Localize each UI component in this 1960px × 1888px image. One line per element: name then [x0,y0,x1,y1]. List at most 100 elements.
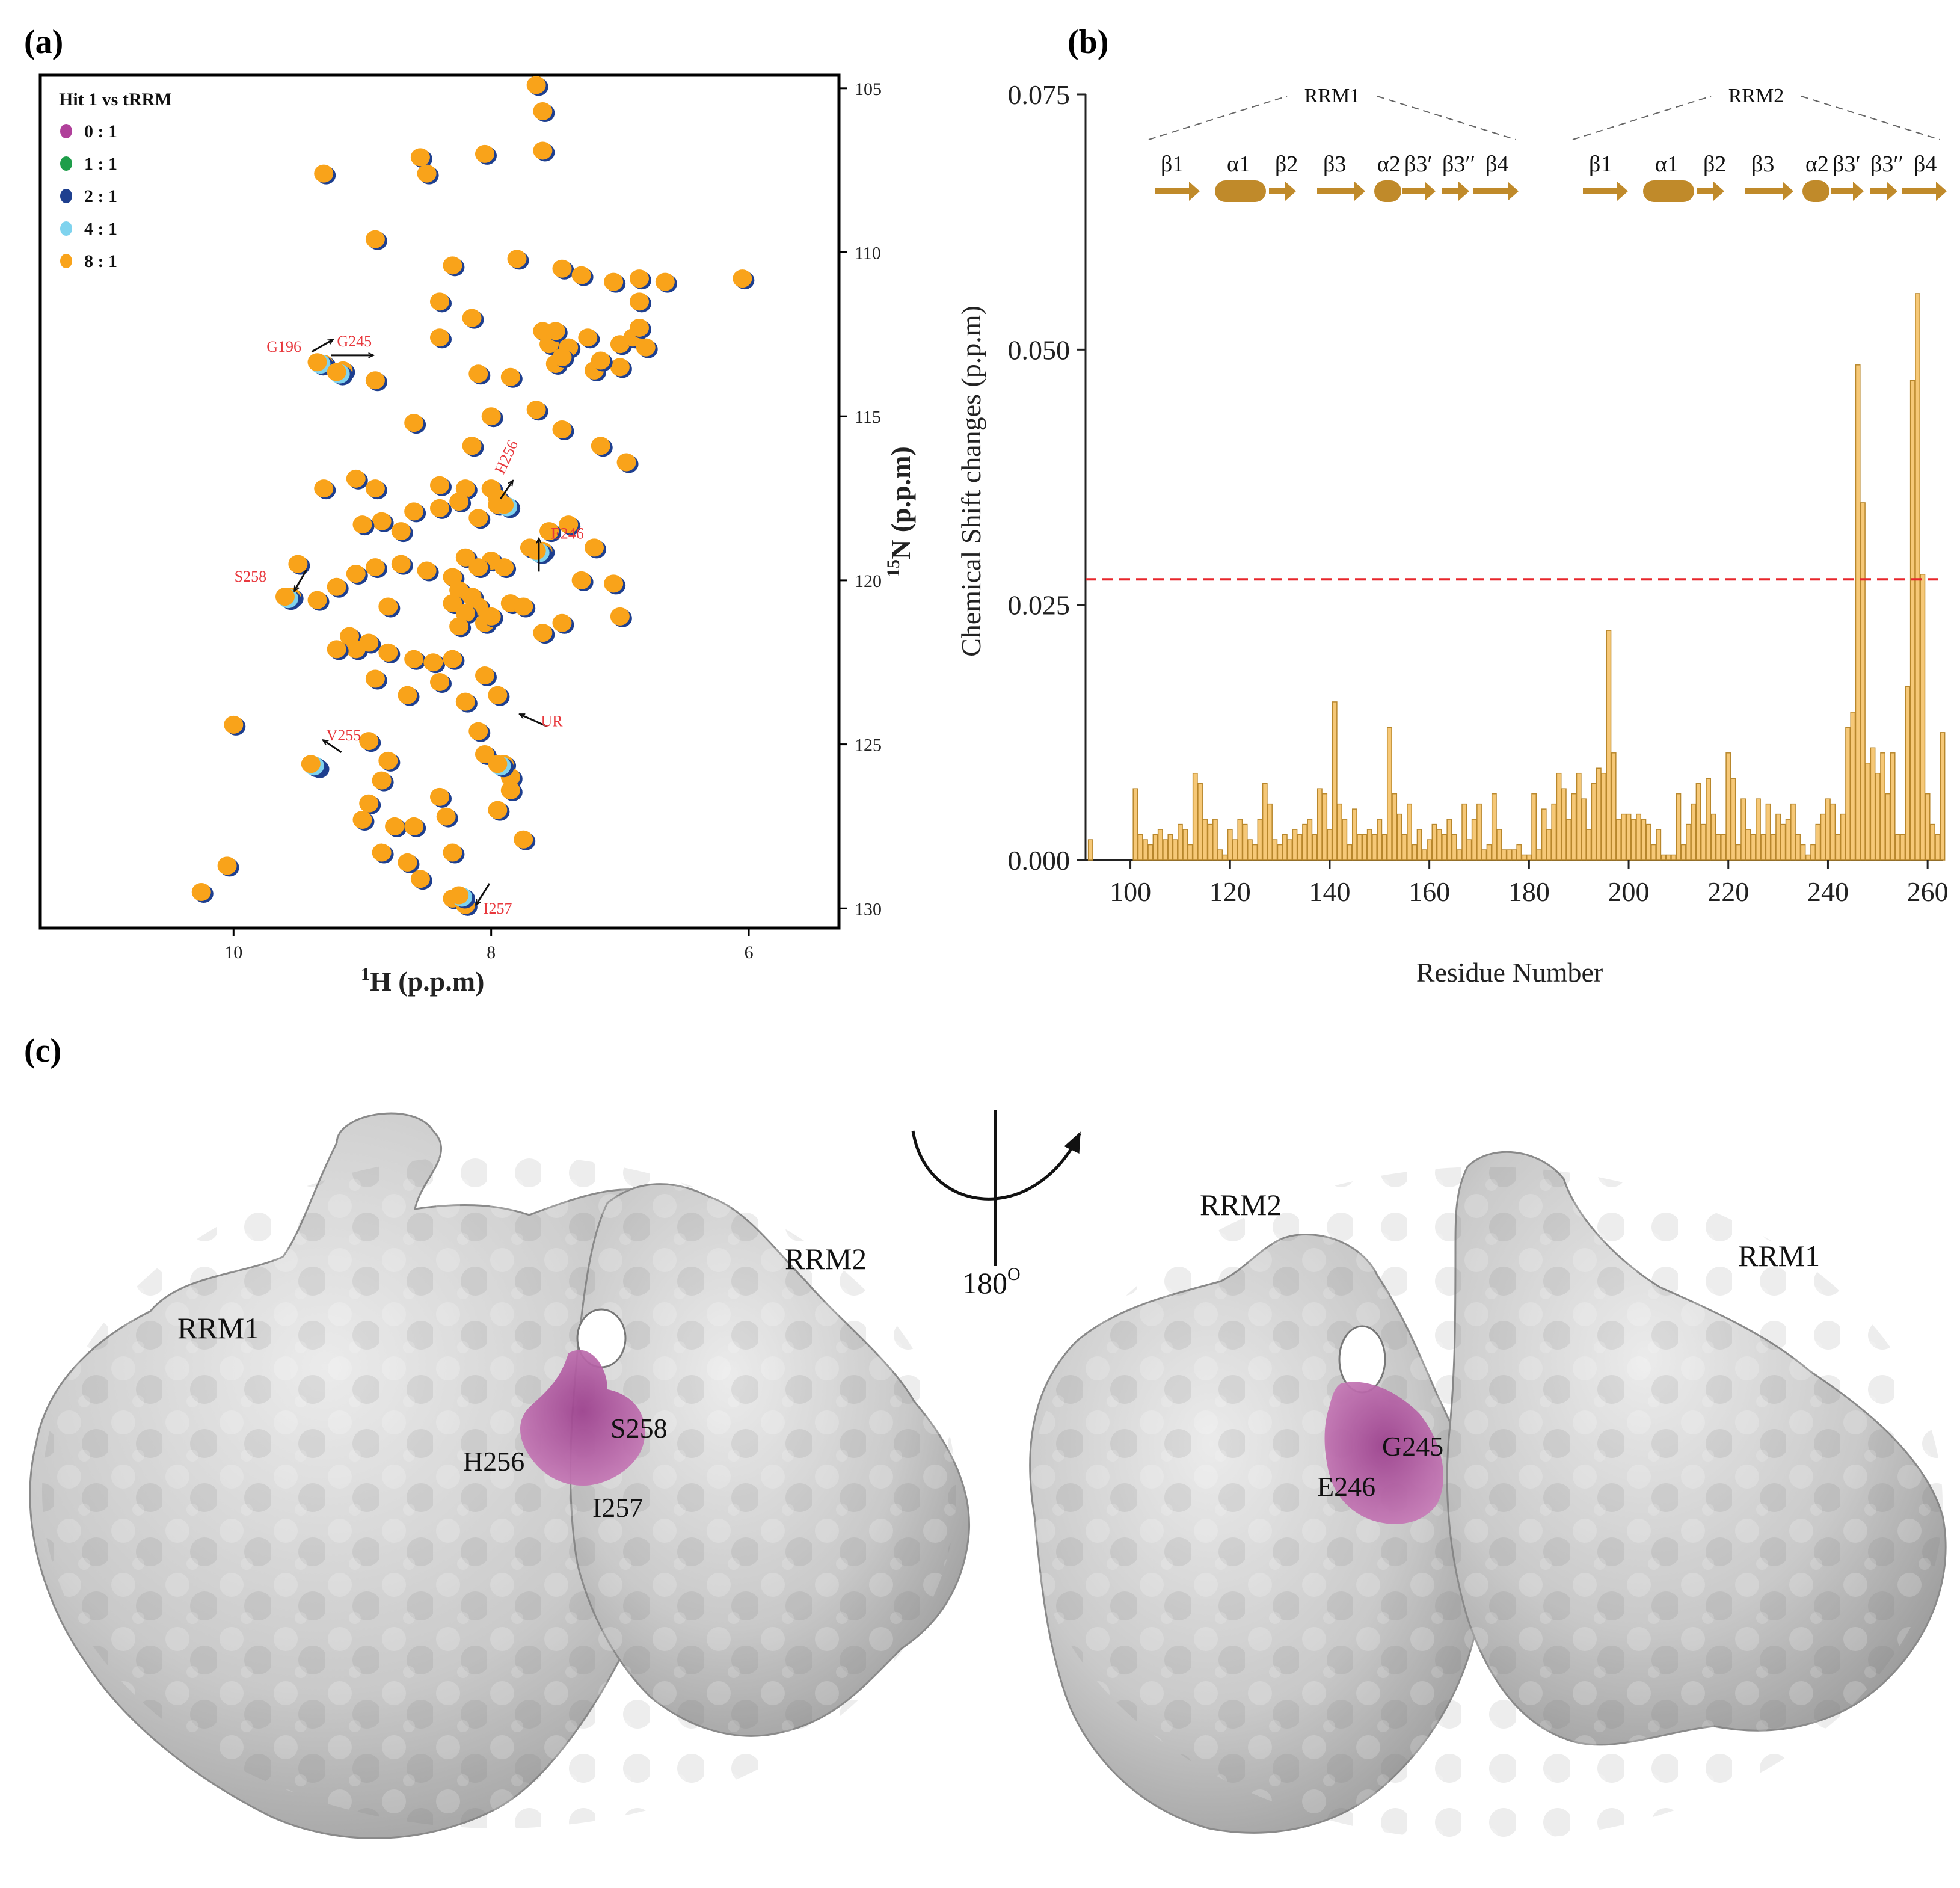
topology-label: α2 [1377,152,1401,177]
csp-bar [1900,834,1906,861]
topology-label: β2 [1275,152,1298,177]
csp-bar [1671,854,1677,861]
hsqc-peak-8-1 [500,367,520,386]
surface-right: G245 E246 RRM2 RRM1 [1028,1151,1947,1840]
hsqc-y-tick-label: 110 [855,244,881,263]
hsqc-peak-8-1 [404,502,424,521]
hsqc-peak-8-1 [475,666,494,685]
legend-label: 0 : 1 [84,121,117,141]
csp-bar [1556,772,1562,861]
csp-bar [1665,854,1671,861]
csp-y-tick-label: 0.050 [1008,334,1071,365]
csp-bar [1835,834,1841,861]
rrm2-domain-label: RRM2 [1728,85,1784,107]
hsqc-peak-8-1 [468,558,488,577]
csp-bar [1327,829,1333,861]
hsqc-peak-8-1 [636,338,656,357]
rrm1-topology: β1 α1 β2 β3 α2 β3′ β3′′ β4 [1155,152,1519,202]
csp-bar [1416,829,1422,861]
domain-label-right-rrm2: RRM2 [1200,1188,1282,1222]
hsqc-peak-8-1 [378,751,398,770]
csp-bar [1143,839,1148,861]
domain-label-right-rrm1: RRM1 [1738,1239,1820,1273]
hsqc-peak-8-1 [655,272,675,291]
hsqc-peak-8-1 [430,328,449,347]
hsqc-peak-8-1 [500,781,520,799]
csp-bar [1471,819,1477,861]
csp-bar [1611,752,1617,861]
csp-bar [1775,813,1781,861]
csp-bar [1476,803,1482,861]
csp-bar [1262,783,1268,861]
hsqc-peak-8-1 [630,292,649,311]
peak-label-h256: H256 [491,437,522,476]
csp-bar [1182,829,1188,861]
csp-bar [1332,701,1338,861]
topology-label: β4 [1914,152,1937,177]
hsqc-peak-8-1 [559,515,579,534]
hsqc-peak-8-1 [630,318,649,337]
beta-strand-head [1713,182,1724,201]
csp-bar [1660,854,1667,861]
legend-marker [60,254,72,268]
csp-bar [1531,793,1537,861]
hsqc-peak-8-1 [481,607,501,626]
csp-bar [1377,819,1383,861]
peak-label-e246: E246 [551,524,584,542]
hsqc-peak-8-1 [372,843,392,862]
hsqc-x-tick-label: 8 [487,942,496,962]
hsqc-peak-8-1 [301,755,321,773]
csp-x-tick-label: 220 [1707,876,1749,907]
hsqc-peak-8-1 [526,76,546,94]
csp-bar [1935,834,1941,861]
rrm1-bracket-left [1148,96,1288,140]
csp-bar [1421,849,1427,861]
csp-bar [1890,752,1896,861]
csp-bar [1446,819,1452,861]
hsqc-peak-8-1 [359,794,379,813]
rotation-symbol: 180O [911,1110,1081,1300]
csp-bar [1132,788,1138,861]
csp-bar [1506,849,1512,861]
residue-label-g245: G245 [1382,1431,1443,1462]
csp-bar [1197,783,1203,861]
hsqc-peak-8-1 [585,538,604,557]
hsqc-peak-8-1 [385,817,405,835]
hsqc-peak-8-1 [404,414,424,432]
legend-marker [60,189,72,203]
hsqc-peak-8-1 [468,509,488,527]
shift-arrow [311,340,333,353]
csp-bar [1626,813,1632,861]
hsqc-peak-8-1 [545,322,565,340]
csp-bar [1591,783,1597,861]
hsqc-peak-8-1 [733,269,752,288]
hsqc-x-tick-label: 10 [224,942,242,962]
residue-label-e246: E246 [1317,1471,1375,1502]
hsqc-peak-8-1 [430,476,449,494]
csp-bar [1845,727,1851,861]
csp-bar [1392,793,1398,861]
csp-bar [1855,364,1861,861]
structure-panel: 180O S258 H256 I257 RRM1 RRM2 [29,1110,1947,1840]
hsqc-peak-8-1 [526,401,546,419]
csp-bar [1337,803,1342,861]
hsqc-peak-8-1 [533,624,553,642]
surface-right-binding-site [1324,1382,1443,1524]
csp-bar [1297,834,1303,861]
topology-label: β3 [1751,152,1774,177]
hsqc-peak-8-1 [449,617,469,636]
hsqc-peak-8-1 [398,686,417,704]
hsqc-peak-8-1 [365,479,385,498]
csp-bar [1147,844,1154,861]
csp-bar [1875,772,1881,861]
shift-arrow [500,481,512,500]
surface-left-binding-site [520,1350,645,1486]
csp-bar [1715,834,1721,861]
csp-bar [1252,844,1258,861]
csp-bar [1436,829,1442,861]
csp-bar [1745,829,1751,861]
beta-strand-head [1887,182,1897,201]
csp-bar [1242,823,1248,861]
peak-label-ur: UR [541,713,564,730]
shift-arrow [520,715,548,727]
